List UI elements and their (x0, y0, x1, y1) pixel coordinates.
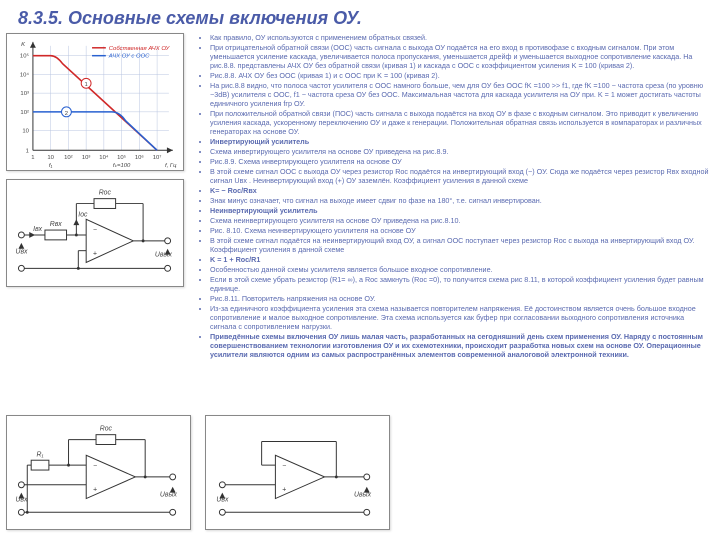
svg-text:10⁴: 10⁴ (20, 71, 30, 78)
svg-text:10: 10 (47, 155, 54, 161)
svg-text:10²: 10² (64, 155, 73, 161)
text-column: Как правило, ОУ используются с применени… (192, 33, 714, 360)
svg-text:+: + (93, 251, 97, 258)
svg-text:fₖ=100: fₖ=100 (113, 163, 131, 169)
para: Схема неинвертирующего усилителя на осно… (210, 216, 710, 225)
svg-text:10⁷: 10⁷ (153, 154, 162, 161)
para: Рис.8.9. Схема инвертирующего усилителя … (210, 157, 710, 166)
svg-text:Iвх: Iвх (33, 226, 42, 233)
para: При положительной обратной связи (ПОС) ч… (210, 109, 710, 136)
para: В этой схеме сигнал ООС с выхода ОУ чере… (210, 167, 710, 185)
svg-text:10³: 10³ (82, 155, 91, 161)
para: Рис.8.11. Повторитель напряжения на осно… (210, 294, 710, 303)
svg-text:+: + (282, 487, 286, 494)
svg-text:−: − (93, 463, 97, 470)
page-title: 8.3.5. Основные схемы включения ОУ. (0, 0, 720, 33)
svg-text:R₁: R₁ (36, 451, 43, 458)
para: Знак минус означает, что сигнал на выход… (210, 196, 710, 205)
para: K = 1 + Roc/R1 (210, 255, 710, 264)
para: Из-за единичного коэффициента усиления э… (210, 304, 710, 331)
svg-text:Rвх: Rвх (50, 221, 63, 228)
para: Рис.8.8. АЧХ ОУ без ООС (кривая 1) и с О… (210, 71, 710, 80)
svg-text:10⁵: 10⁵ (117, 154, 127, 161)
figure-inverting-amp: Rвх − + Rос (6, 179, 184, 287)
figures-column: 1 2 Собственная АЧХ ОУ АЧХ ОУ с ООС 10⁵ … (6, 33, 186, 360)
para: Особенностью данной схемы усилителя явля… (210, 265, 710, 274)
svg-text:10²: 10² (20, 110, 29, 116)
svg-text:10: 10 (22, 129, 29, 135)
svg-text:Iос: Iос (78, 211, 88, 218)
svg-text:10³: 10³ (20, 91, 29, 97)
svg-text:10⁵: 10⁵ (20, 53, 30, 60)
para: Как правило, ОУ используются с применени… (210, 33, 710, 42)
main-content: 1 2 Собственная АЧХ ОУ АЧХ ОУ с ООС 10⁵ … (0, 33, 720, 360)
svg-text:1: 1 (84, 82, 87, 88)
svg-text:K: K (21, 42, 26, 48)
svg-text:Uвх: Uвх (16, 249, 29, 256)
para: Рис. 8.10. Схема неинвертирующего усилит… (210, 226, 710, 235)
figure-achx-chart: 1 2 Собственная АЧХ ОУ АЧХ ОУ с ООС 10⁵ … (6, 33, 184, 171)
figure-noninverting-amp: − + R₁ Rос Uвх Uвых (6, 415, 191, 530)
para: Схема инвертирующего усилителя на основе… (210, 147, 710, 156)
svg-text:−: − (282, 463, 286, 470)
svg-text:−: − (93, 227, 97, 234)
svg-text:f, Гц: f, Гц (165, 163, 177, 169)
svg-text:Rос: Rос (100, 426, 113, 433)
para: Если в этой схеме убрать резистор (R1= ∞… (210, 275, 710, 293)
svg-text:+: + (93, 487, 97, 494)
svg-text:Собственная АЧХ ОУ: Собственная АЧХ ОУ (109, 46, 171, 52)
svg-text:f₁: f₁ (49, 163, 53, 169)
para: Неинвертирующий усилитель (210, 206, 710, 215)
svg-text:1: 1 (26, 148, 29, 154)
svg-text:2: 2 (65, 111, 68, 117)
svg-text:10⁴: 10⁴ (99, 154, 109, 161)
para: K= − Roc/Rвх (210, 186, 710, 195)
para: Приведённые схемы включения ОУ лишь мала… (210, 332, 710, 359)
figure-follower: − + Uвх Uвых (205, 415, 390, 530)
bottom-figures: − + R₁ Rос Uвх Uвых (6, 415, 390, 530)
para: В этой схеме сигнал подаётся на неинверт… (210, 236, 710, 254)
para: На рис.8.8 видно, что полоса частот усил… (210, 81, 710, 108)
svg-text:1: 1 (31, 155, 34, 161)
svg-text:10⁶: 10⁶ (135, 154, 145, 161)
svg-text:Uвых: Uвых (155, 252, 173, 259)
svg-text:АЧХ ОУ с ООС: АЧХ ОУ с ООС (108, 54, 150, 60)
para: При отрицательной обратной связи (ООС) ч… (210, 43, 710, 70)
svg-text:Rос: Rос (99, 190, 112, 197)
para: Инвертирующий усилитель (210, 137, 710, 146)
